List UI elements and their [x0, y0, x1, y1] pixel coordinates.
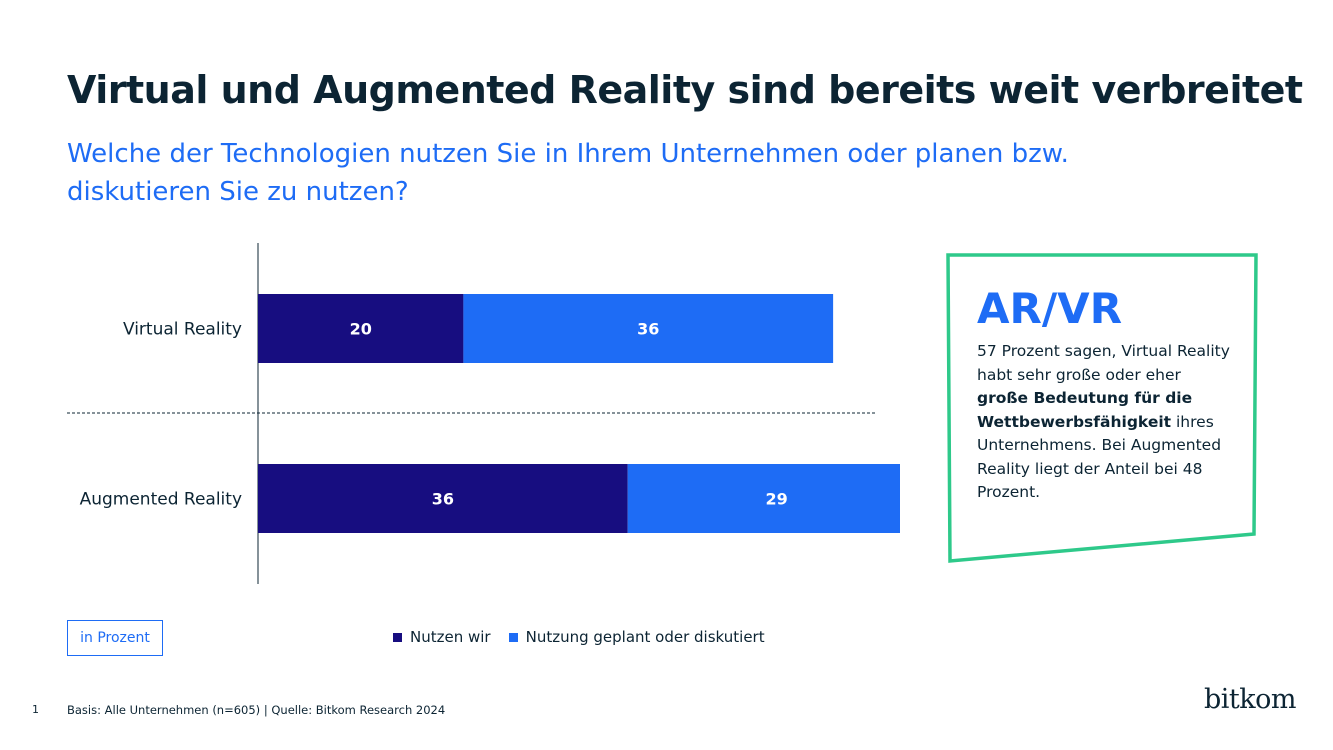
bar-segment [258, 294, 464, 363]
legend-label-planned: Nutzung geplant oder diskutiert [525, 628, 765, 646]
bar-value-label: 36 [432, 490, 454, 509]
bar-value-label: 36 [637, 320, 659, 339]
bar-segment [627, 464, 900, 533]
bar-segment [463, 294, 834, 363]
source-note: Basis: Alle Unternehmen (n=605) | Quelle… [67, 703, 446, 717]
bar-value-label: 29 [766, 490, 788, 509]
category-label: Virtual Reality [123, 320, 242, 340]
bitkom-logo: bitkom [1204, 684, 1297, 715]
bar-value-label: 20 [350, 320, 372, 339]
callout-text: 57 Prozent sagen, Virtual Reality habt s… [977, 340, 1232, 505]
callout-text-bold: große Bedeutung für die Wettbewerbsfähig… [977, 389, 1193, 431]
callout-frame [946, 253, 1258, 563]
bar-chart: Virtual Reality 20 36 Augmented Reality 36 29 [67, 243, 900, 584]
unit-label: in Prozent [67, 620, 163, 656]
legend-item-used: Nutzen wir [393, 628, 491, 646]
legend-item-planned: Nutzung geplant oder diskutiert [508, 628, 765, 646]
page-number: 1 [32, 703, 39, 716]
bar-segment [258, 464, 628, 533]
page-title: Virtual und Augmented Reality sind berei… [67, 68, 1303, 112]
page-subtitle: Welche der Technologien nutzen Sie in Ih… [67, 139, 1069, 207]
callout-text-after: ihres Unternehmens. Bei Augmented Realit… [977, 412, 1222, 502]
category-label: Augmented Reality [80, 490, 242, 510]
callout-heading: AR/VR [977, 284, 1123, 333]
legend-label-used: Nutzen wir [410, 628, 491, 646]
callout-box: AR/VR 57 Prozent sagen, Virtual Reality … [945, 252, 1261, 565]
chart-legend: Nutzen wir Nutzung geplant oder diskutie… [393, 628, 765, 646]
callout-text-before: 57 Prozent sagen, Virtual Reality habt s… [977, 342, 1230, 384]
legend-swatch-planned [508, 632, 518, 642]
legend-swatch-used [393, 632, 402, 642]
